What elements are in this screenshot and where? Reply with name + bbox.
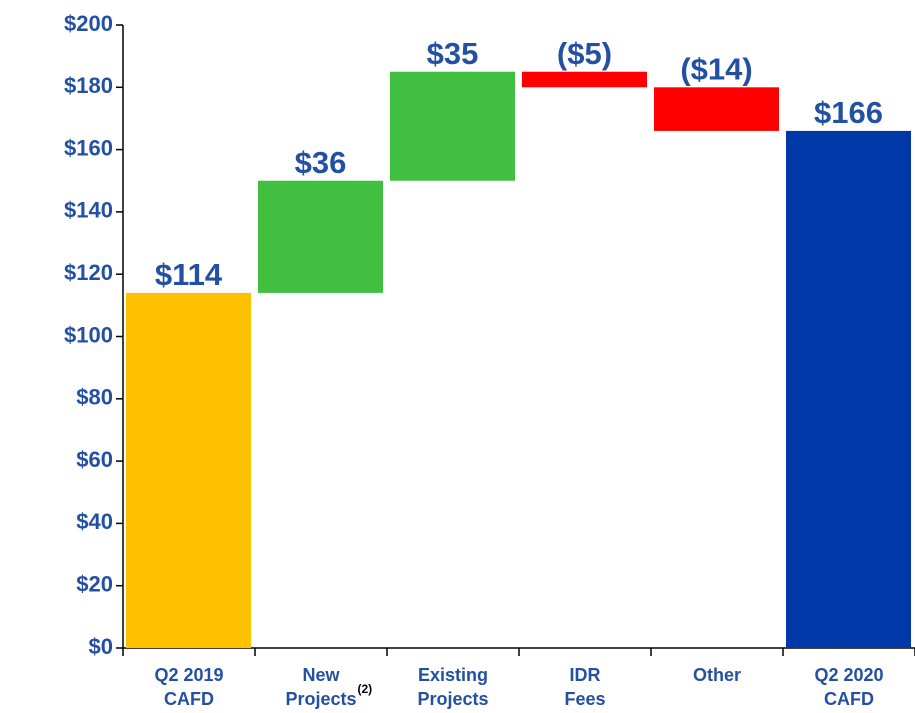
x-tick-label: Q2 2020 CAFD: [814, 665, 883, 709]
bar: [390, 71, 515, 181]
y-tick-label: $120: [64, 260, 113, 285]
y-tick-label: $0: [89, 634, 113, 659]
value-label: ($5): [557, 36, 612, 71]
y-tick-label: $60: [76, 447, 113, 472]
y-tick-label: $40: [76, 509, 113, 534]
footnote-marker: (2): [358, 682, 373, 696]
x-tick-label: IDR Fees: [564, 665, 605, 709]
value-label: ($14): [680, 51, 752, 86]
x-tick-label: New Projects: [285, 665, 356, 709]
value-label: $166: [814, 95, 883, 130]
bar: [126, 292, 251, 648]
y-tick-label: $180: [64, 73, 113, 98]
value-label: $35: [427, 36, 479, 71]
value-label: $36: [295, 145, 347, 180]
y-tick-label: $20: [76, 572, 113, 597]
x-tick-label: Q2 2019 CAFD: [154, 665, 223, 709]
value-label: $114: [155, 257, 223, 292]
y-tick-label: $80: [76, 385, 113, 410]
bar: [654, 87, 779, 131]
bar: [786, 130, 911, 648]
y-tick-label: $140: [64, 198, 113, 223]
x-tick-label: Other: [693, 665, 741, 685]
y-tick-label: $200: [64, 11, 113, 36]
bar: [258, 180, 383, 293]
y-tick-label: $160: [64, 135, 113, 160]
y-tick-label: $100: [64, 322, 113, 347]
bar: [522, 71, 647, 88]
x-tick-label: Existing Projects: [417, 665, 488, 709]
